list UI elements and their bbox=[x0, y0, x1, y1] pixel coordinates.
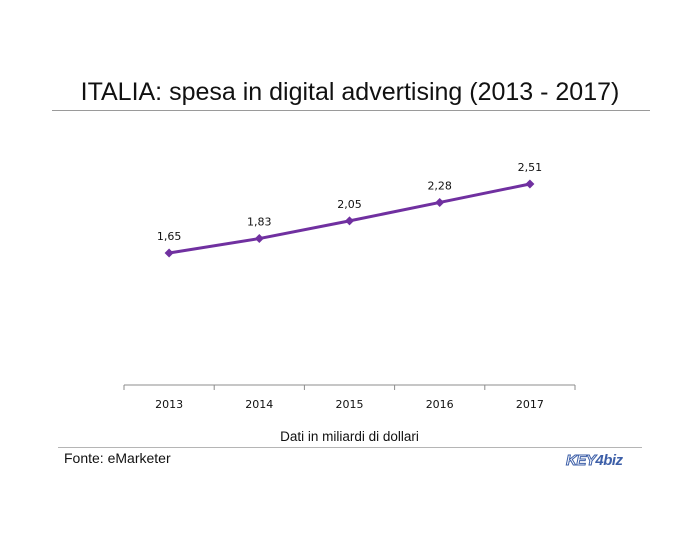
x-tick-label: 2014 bbox=[245, 398, 273, 411]
data-point-marker bbox=[254, 234, 264, 244]
data-point-marker bbox=[525, 179, 535, 189]
logo-sep: 4 bbox=[595, 452, 604, 469]
x-tick-label: 2015 bbox=[336, 398, 364, 411]
data-label: 2,51 bbox=[518, 161, 543, 174]
source-note: Fonte: eMarketer bbox=[64, 450, 171, 466]
x-tick-label: 2013 bbox=[155, 398, 183, 411]
logo-biz: biz bbox=[603, 452, 623, 469]
x-tick-label: 2017 bbox=[516, 398, 544, 411]
key4biz-logo: KEY4biz bbox=[565, 452, 623, 470]
x-tick-label: 2016 bbox=[426, 398, 454, 411]
logo-key: KEY bbox=[565, 452, 596, 470]
footer-divider bbox=[58, 447, 642, 448]
x-axis-label: Dati in miliardi di dollari bbox=[280, 429, 419, 444]
data-point-marker bbox=[164, 248, 174, 258]
data-label: 1,65 bbox=[157, 230, 182, 243]
data-label: 1,83 bbox=[247, 216, 272, 229]
data-point-marker bbox=[345, 216, 354, 226]
title-divider bbox=[52, 110, 650, 111]
data-point-marker bbox=[435, 197, 445, 207]
chart-title: ITALIA: spesa in digital advertising (20… bbox=[80, 78, 620, 106]
data-label: 2,28 bbox=[427, 179, 452, 192]
data-label: 2,05 bbox=[337, 198, 362, 211]
